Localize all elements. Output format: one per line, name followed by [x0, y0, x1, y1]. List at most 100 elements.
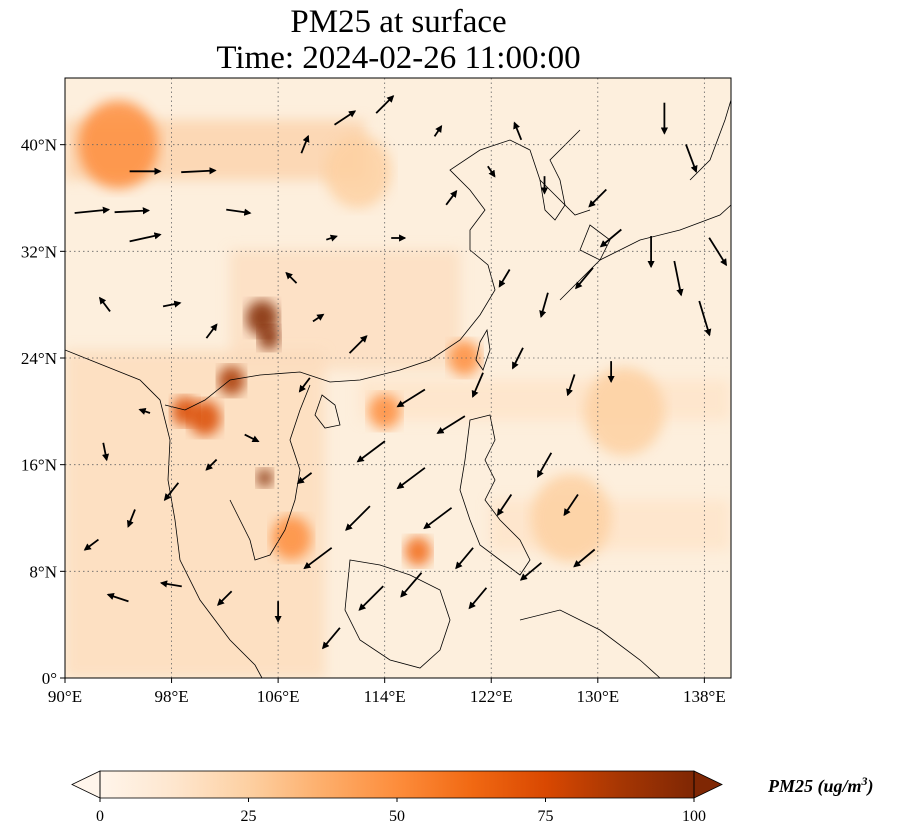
wind-arrow	[396, 467, 426, 490]
pm25-hotspot	[271, 516, 312, 560]
wind-arrow	[566, 374, 576, 397]
wind-arrow	[129, 232, 162, 243]
colorbar-title-sup: 3	[861, 774, 868, 788]
wind-arrow	[573, 548, 596, 568]
wind-arrow	[74, 206, 111, 214]
wind-arrow	[334, 110, 357, 126]
colorbar-gradient	[100, 771, 694, 798]
pm25-hotspot	[404, 536, 432, 566]
colorbar-tick-label: 50	[389, 808, 405, 825]
lon-tick-label: 90°E	[48, 687, 82, 706]
wind-arrow	[348, 335, 368, 354]
wind-arrow	[519, 562, 542, 581]
pm25-hotspot	[218, 366, 245, 396]
wind-arrow	[498, 269, 511, 288]
wind-arrow	[300, 134, 310, 154]
wind-arrow	[312, 313, 325, 323]
map-axes: 90°E 98°E 106°E 114°E 122°E 130°E 138°E 0° 8°N 16…	[21, 136, 726, 706]
colorbar-tick-label: 75	[538, 808, 554, 825]
wind-arrow	[536, 452, 553, 478]
colorbar: 0 25 50 75 100	[71, 770, 723, 825]
wind-arrow	[563, 493, 579, 517]
colorbar-tick-label: 100	[682, 808, 706, 825]
lat-tick-label: 24°N	[21, 349, 57, 368]
wind-arrow	[433, 125, 443, 137]
lat-tick-label: 32°N	[21, 242, 57, 261]
wind-arrow	[471, 372, 484, 398]
lat-tick-label: 8°N	[29, 562, 57, 581]
gridlines	[65, 78, 731, 678]
wind-arrow	[455, 547, 474, 570]
wind-arrow	[296, 472, 313, 484]
wind-arrow	[511, 347, 524, 370]
lon-tick-label: 138°E	[683, 687, 726, 706]
pm25-hotspot	[584, 367, 665, 456]
colorbar-extend-min	[71, 770, 101, 799]
wind-arrow	[244, 433, 260, 443]
wind-arrow	[685, 144, 698, 173]
wind-arrow	[226, 208, 252, 216]
wind-arrow	[708, 237, 727, 267]
lat-tick-label: 40°N	[21, 136, 57, 155]
wind-arrow	[205, 458, 218, 471]
lat-tick-label: 16°N	[21, 456, 57, 475]
lat-tick-label: 0°	[42, 669, 57, 688]
wind-arrow	[126, 509, 136, 528]
wind-arrow	[217, 590, 233, 606]
pm25-hotspot	[256, 469, 273, 487]
wind-arrow	[159, 580, 182, 588]
lon-tick-label: 106°E	[257, 687, 300, 706]
wind-arrow	[436, 415, 466, 434]
wind-arrow	[356, 440, 386, 463]
wind-arrow	[163, 482, 180, 501]
wind-arrow	[102, 442, 110, 462]
pm25-hotspot	[324, 134, 392, 208]
colorbar-title-close: )	[867, 776, 874, 796]
wind-arrow	[513, 121, 523, 141]
pm25-hotspot	[258, 326, 280, 350]
wind-arrow	[445, 190, 458, 206]
wind-arrow	[83, 538, 99, 551]
wind-arrow	[138, 408, 151, 415]
lon-tick-label: 130°E	[576, 687, 619, 706]
wind-arrow	[181, 167, 217, 175]
wind-arrow	[599, 228, 622, 248]
lon-tick-label: 114°E	[364, 687, 406, 706]
wind-arrow	[303, 547, 333, 570]
map-frame	[64, 77, 732, 679]
lon-tick-label: 98°E	[154, 687, 188, 706]
wind-arrow	[423, 507, 453, 530]
wind-arrow	[162, 300, 182, 308]
pm25-hotspot	[448, 340, 481, 376]
wind-arrow	[205, 323, 218, 339]
wind-arrow	[298, 377, 311, 393]
wind-arrow	[575, 267, 594, 290]
wind-arrow	[487, 165, 496, 178]
colorbar-title: PM25 (ug/m3)	[768, 774, 874, 797]
pm25-hotspot	[531, 474, 612, 562]
wind-arrow	[321, 627, 341, 650]
wind-arrow	[326, 234, 338, 242]
pm25-hotspot	[78, 100, 159, 189]
map-title: PM25 at surface	[290, 4, 507, 40]
wind-arrow	[400, 572, 423, 598]
wind-arrow	[468, 587, 488, 610]
wind-arrow	[496, 493, 513, 517]
wind-vectors	[74, 95, 727, 650]
wind-arrow	[673, 260, 684, 297]
wind-arrow	[285, 271, 298, 284]
wind-arrow	[539, 292, 549, 318]
wind-arrow	[396, 388, 426, 408]
wind-arrow	[375, 95, 395, 114]
pm25-hotspots	[78, 100, 665, 566]
wind-arrow	[698, 300, 712, 337]
wind-arrow	[98, 296, 111, 313]
colorbar-extend-max	[693, 770, 723, 799]
pm25-hotspot	[188, 400, 221, 436]
coastlines	[65, 99, 731, 678]
wind-arrow	[358, 585, 384, 611]
map-time: Time: 2024-02-26 11:00:00	[216, 40, 581, 76]
colorbar-tick-label: 25	[241, 808, 257, 825]
wind-arrow	[588, 188, 607, 208]
